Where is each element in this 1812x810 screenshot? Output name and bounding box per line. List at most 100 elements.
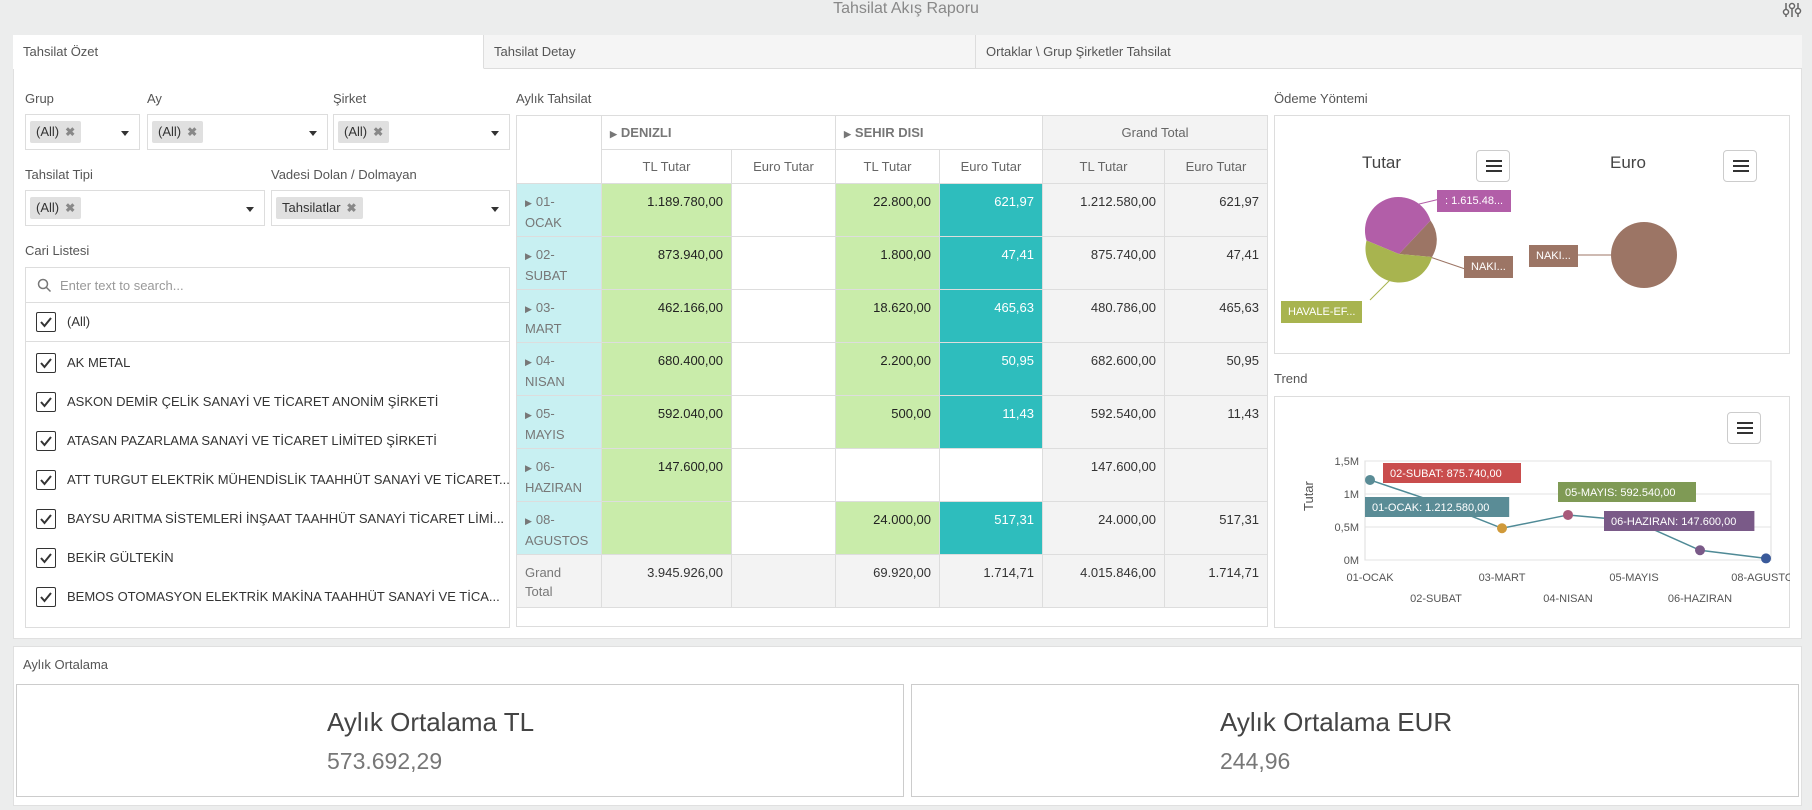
checkbox[interactable]: [36, 431, 56, 451]
chevron-down-icon[interactable]: [491, 131, 499, 136]
cari-item-all[interactable]: (All): [67, 314, 91, 329]
grup-tag: (All) ✖: [30, 121, 82, 143]
measure-header: Euro Tutar: [939, 149, 1043, 184]
vadesi-label: Vadesi Dolan / Dolmayan: [271, 167, 417, 182]
data-point: [1497, 523, 1507, 534]
x-tick-label: 06-HAZIRAN: [1668, 593, 1732, 605]
grand-total-row: Grand Total 3.945.926,00 69.920,00 1.714,71…: [516, 554, 1268, 608]
grup-select[interactable]: (All) ✖: [25, 114, 140, 150]
row-label: 03- MART: [525, 300, 562, 336]
pivot-cell: 1.714,71: [1164, 554, 1268, 608]
checkbox[interactable]: [36, 353, 56, 373]
chevron-down-icon[interactable]: [121, 131, 129, 136]
pivot-cell: 873.940,00: [601, 236, 732, 290]
checkbox[interactable]: [36, 548, 56, 568]
euro-pie-slice[interactable]: [1611, 222, 1677, 288]
tab-tahsilat-detay[interactable]: Tahsilat Detay: [484, 35, 976, 69]
expand-icon[interactable]: ▶: [525, 198, 532, 208]
pivot-cell: [835, 448, 940, 502]
tutar-pie-title: Tutar: [1362, 153, 1402, 172]
expand-icon[interactable]: ▶: [525, 410, 532, 420]
pivot-cell: 1.800,00: [835, 236, 940, 290]
pivot-cell: 465,63: [939, 289, 1043, 343]
pivot-cell: 11,43: [1164, 395, 1268, 449]
checkbox[interactable]: [36, 312, 56, 332]
aylik-ortalama-title: Aylık Ortalama: [23, 657, 109, 672]
pivot-cell: 1.714,71: [939, 554, 1043, 608]
row-header[interactable]: ▶ 04- NISAN: [516, 342, 602, 396]
measure-header: TL Tutar: [1042, 149, 1165, 184]
ortalama-eur-value: 244,96: [1220, 748, 1291, 774]
row-header[interactable]: ▶ 02- SUBAT: [516, 236, 602, 290]
check-icon: [40, 592, 52, 603]
pivot-cell: 24.000,00: [1042, 501, 1165, 555]
sirket-tag: (All) ✖: [338, 121, 390, 143]
cari-item[interactable]: BAYSU ARITMA SİSTEMLERİ İNŞAAT TAAHHÜT S…: [67, 511, 505, 526]
row-header[interactable]: ▶ 01- OCAK: [516, 183, 602, 237]
tutar-menu-button[interactable]: [1476, 150, 1510, 182]
checkbox[interactable]: [36, 509, 56, 529]
checkbox[interactable]: [36, 587, 56, 607]
expand-icon[interactable]: ▶: [525, 304, 532, 314]
pivot-cell: 621,97: [1164, 183, 1268, 237]
group-header-denizli[interactable]: ▶ DENIZLI: [601, 115, 836, 150]
cari-item[interactable]: BEMOS OTOMASYON ELEKTRİK MAKİNA TAAHHÜT …: [67, 589, 500, 604]
pivot-cell: [731, 183, 836, 237]
cari-item[interactable]: ATASAN PAZARLAMA SANAYİ VE TİCARET LİMİT…: [67, 433, 437, 448]
trend-menu-button[interactable]: [1727, 412, 1761, 444]
cari-item[interactable]: ATT TURGUT ELEKTRİK MÜHENDİSLİK TAAHHÜT …: [67, 472, 510, 487]
pivot-cell: 47,41: [939, 236, 1043, 290]
y-tick-label: 0M: [1344, 555, 1359, 567]
settings-icon[interactable]: [1782, 1, 1802, 19]
chevron-down-icon[interactable]: [309, 131, 317, 136]
grup-value: (All): [36, 124, 60, 139]
cari-search-input[interactable]: Enter text to search...: [25, 267, 510, 303]
euro-pie-label-naki: NAKI...: [1529, 245, 1578, 267]
cari-item[interactable]: BEKİR GÜLTEKİN: [67, 550, 174, 565]
row-header[interactable]: ▶ 03- MART: [516, 289, 602, 343]
pie-label-havale: HAVALE-EF...: [1281, 301, 1363, 323]
row-header[interactable]: ▶ 08- AGUSTOS: [516, 501, 602, 555]
tab-tahsilat-ozet[interactable]: Tahsilat Özet: [13, 35, 484, 69]
tooltip-box: [1604, 511, 1755, 531]
expand-icon[interactable]: ▶: [525, 251, 532, 261]
row-header[interactable]: ▶ 06- HAZIRAN: [516, 448, 602, 502]
remove-icon[interactable]: ✖: [373, 125, 384, 139]
row-header[interactable]: ▶ 05- MAYIS: [516, 395, 602, 449]
chevron-down-icon[interactable]: [246, 207, 254, 212]
cari-item[interactable]: ASKON DEMİR ÇELİK SANAYİ VE TİCARET ANON…: [67, 394, 439, 409]
remove-icon[interactable]: ✖: [187, 125, 198, 139]
tab-ortaklar[interactable]: Ortaklar \ Grup Şirketler Tahsilat: [976, 35, 1802, 69]
remove-icon[interactable]: ✖: [65, 201, 76, 215]
x-tick-label: 08-AGUSTOS: [1731, 572, 1790, 584]
chevron-down-icon[interactable]: [491, 207, 499, 212]
odeme-pies: [1364, 196, 1677, 301]
ay-select[interactable]: (All) ✖: [147, 114, 328, 150]
expand-icon[interactable]: ▶: [525, 357, 532, 367]
cari-item[interactable]: AK METAL: [67, 355, 131, 370]
remove-icon[interactable]: ✖: [346, 201, 357, 215]
ay-label: Ay: [147, 91, 162, 106]
tahsilat-tipi-select[interactable]: (All) ✖: [25, 190, 265, 226]
expand-icon[interactable]: ▶: [525, 463, 532, 473]
euro-pie-title: Euro: [1610, 153, 1646, 172]
pie-slice-havale[interactable]: [1365, 240, 1432, 283]
pivot-cell: [731, 236, 836, 290]
remove-icon[interactable]: ✖: [65, 125, 76, 139]
checkbox[interactable]: [36, 392, 56, 412]
group-label: DENIZLI: [620, 125, 672, 140]
pivot-cell: [731, 448, 836, 502]
list-divider: [26, 341, 509, 342]
pivot-cell: 147.600,00: [1042, 448, 1165, 502]
table-row: ▶ 03- MART 462.166,00 18.620,00 465,63 480.78…: [516, 289, 1268, 343]
pie-slice-pink[interactable]: [1364, 196, 1431, 254]
group-header-sehir-disi[interactable]: ▶ SEHIR DISI: [835, 115, 1043, 150]
row-label: Grand Total: [525, 565, 562, 599]
pie-slice-naki[interactable]: [1399, 220, 1437, 258]
pivot-cell: 592.540,00: [1042, 395, 1165, 449]
euro-menu-button[interactable]: [1723, 150, 1757, 182]
sirket-select[interactable]: (All) ✖: [333, 114, 510, 150]
vadesi-select[interactable]: Tahsilatlar ✖: [271, 190, 510, 226]
expand-icon[interactable]: ▶: [525, 516, 532, 526]
checkbox[interactable]: [36, 470, 56, 490]
